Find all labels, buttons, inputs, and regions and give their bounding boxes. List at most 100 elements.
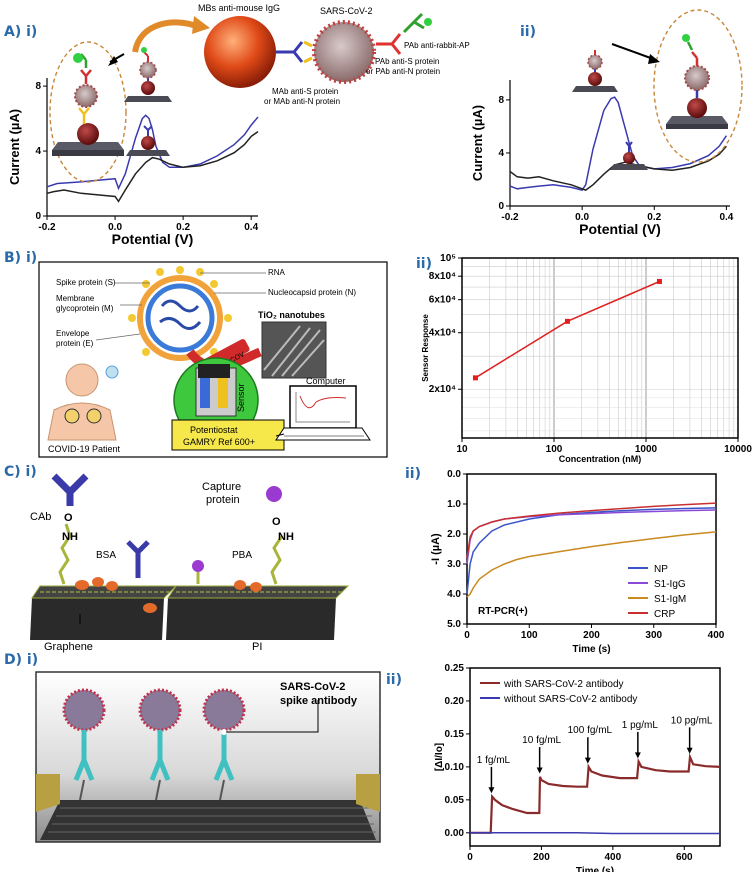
y-tick-label: 0.15: [445, 729, 465, 740]
y-tick-label: 8x10⁴: [429, 271, 456, 282]
label-o-left: O: [64, 512, 73, 524]
label-capture-1: Capture: [202, 481, 241, 493]
x-axis-label: Time (s): [572, 644, 610, 655]
annotation-label: 10 fg/mL: [522, 735, 561, 746]
panel-label-d-i: D) i): [4, 652, 38, 668]
series-line: [470, 832, 720, 835]
x-tick-label: 100: [546, 444, 563, 455]
potentiostat-box: [171, 419, 285, 451]
label-o-right: O: [272, 516, 281, 528]
antibody-icon: [276, 41, 304, 63]
data-point: [656, 278, 662, 284]
panel-label-c-ii: ii): [405, 466, 421, 482]
chart-a-ii: -0.2 0.0 0.2 0.4 0 4 8 Potential (V) Current (µA…: [470, 80, 734, 237]
legend-label: NP: [654, 564, 668, 575]
cab-icon: [51, 473, 89, 506]
annotation-label: 1 pg/mL: [622, 720, 659, 731]
electrode-small-icon: [126, 125, 170, 156]
label-rna: RNA: [268, 268, 286, 277]
label-mbs: MBs anti-mouse IgG: [198, 3, 280, 13]
label-pab-n: or PAb anti-N protein: [366, 67, 440, 76]
x-axis-label: Potential (V): [112, 231, 194, 247]
annotation-arrowhead: [488, 787, 495, 794]
panel-label-b-ii: ii): [416, 256, 432, 272]
chart-d-ii: 0 200 400 600 0.00 0.05 0.10 0.15 0.20 0.25 Time (…: [434, 663, 721, 872]
label-potentiostat-1: Potentiostat: [190, 425, 238, 435]
coronavirus-icon: [128, 266, 232, 361]
highlight-ellipse-ii: [653, 9, 743, 163]
label-nh-right: NH: [278, 531, 294, 543]
pab-icon: [376, 33, 402, 55]
electrode-complex-icon: [52, 53, 124, 156]
magnetic-bead-icon: [204, 16, 276, 88]
arrow-icon-ii: [611, 43, 657, 61]
x-tick-label: 300: [645, 630, 662, 641]
label-virus: SARS-CoV-2: [320, 6, 373, 16]
y-tick-label: 0: [35, 211, 41, 222]
y-tick-label: 2.0: [447, 529, 461, 540]
y-tick-label: 4: [498, 148, 504, 159]
y-tick-label: 0.20: [445, 696, 465, 707]
label-membrane-2: glycoprotein (M): [56, 304, 114, 313]
x-tick-label: 0.4: [244, 222, 258, 233]
electrode-peak-ii-icon: [572, 50, 618, 92]
x-tick-label: 0.0: [108, 222, 122, 233]
label-cab: CAb: [30, 511, 51, 523]
x-axis-label: Time (s): [576, 866, 614, 872]
schematic-d: SARS-CoV-2 spike antibody: [35, 671, 381, 843]
legend-label: S1-IgG: [654, 579, 686, 590]
panel-label-d-ii: ii): [386, 672, 402, 688]
panel-label-c-i: C) i): [4, 464, 37, 480]
x-tick-label: 200: [583, 630, 600, 641]
y-tick-label: 4.0: [447, 589, 461, 600]
chart-a-i: -0.2 0.0 0.2 0.4 0 4 8 Potential (V) Current (µA…: [7, 78, 259, 247]
label-spike-1: SARS-CoV-2: [280, 681, 345, 693]
y-tick-label: 8: [35, 81, 41, 92]
label-sensor: Sensor: [236, 383, 246, 412]
series-line: [509, 96, 728, 191]
label-mab-s: MAb anti-S protein: [272, 87, 338, 96]
patient-icon: [47, 363, 119, 441]
annotation-arrowhead: [584, 757, 591, 764]
y-tick-label: 5.0: [447, 619, 461, 630]
series-line: [46, 114, 259, 191]
spike-antibody-icon: [62, 688, 246, 801]
x-tick-label: 0.4: [719, 212, 733, 223]
y-tick-label: 1.0: [447, 499, 461, 510]
label-tio2: TiO₂ nanotubes: [258, 310, 325, 320]
x-tick-label: 1000: [635, 444, 658, 455]
y-axis-label: Current (µA): [7, 109, 22, 185]
series-line: [466, 502, 717, 559]
x-tick-label: 0: [467, 852, 473, 863]
y-axis-label: -I (µA): [430, 533, 442, 565]
label-pba: PBA: [232, 550, 252, 561]
label-pab-ap: PAb anti-rabbit-AP: [404, 41, 470, 50]
y-tick-label: 4: [35, 146, 41, 157]
annotation-label: 10 pg/mL: [671, 715, 713, 726]
chart-c-ii: 0 100 200 300 400 0.0 1.0 2.0 3.0 4.0 5.0 Time (s) -…: [430, 469, 725, 655]
pi-base: [166, 598, 336, 640]
label-nucleo: Nucleocapsid protein (N): [268, 288, 356, 297]
y-axis-label: Sensor Response: [421, 314, 430, 382]
graphene-lattice: [40, 800, 376, 840]
y-tick-label: 0: [498, 201, 504, 212]
chart-b-ii: 10 100 1000 10000 2x10⁴ 4x10⁴ 6x10⁴ 8x10⁴ 10⁵ Con…: [421, 253, 752, 464]
series-line: [466, 507, 717, 595]
pab-ap-icon: [402, 12, 425, 34]
legend-label: without SARS-CoV-2 antibody: [503, 694, 637, 705]
annotation-arrowhead: [686, 747, 693, 754]
label-membrane-1: Membrane: [56, 294, 95, 303]
schematic-b: Spike protein (S) Membrane glycoprotein …: [38, 261, 388, 458]
label-spike: Spike protein (S): [56, 278, 116, 287]
x-tick-label: 0.2: [647, 212, 661, 223]
y-tick-label: 0.0: [447, 469, 461, 480]
x-tick-label: 600: [676, 852, 693, 863]
capture-protein-icon: [266, 486, 282, 502]
series-line: [466, 509, 717, 565]
y-tick-label: 10⁵: [440, 253, 456, 264]
x-tick-label: 200: [533, 852, 550, 863]
label-envelope-2: protein (E): [56, 339, 94, 348]
series-line: [466, 531, 717, 598]
x-tick-label: 0: [464, 630, 470, 641]
y-tick-label: 0.05: [445, 795, 465, 806]
